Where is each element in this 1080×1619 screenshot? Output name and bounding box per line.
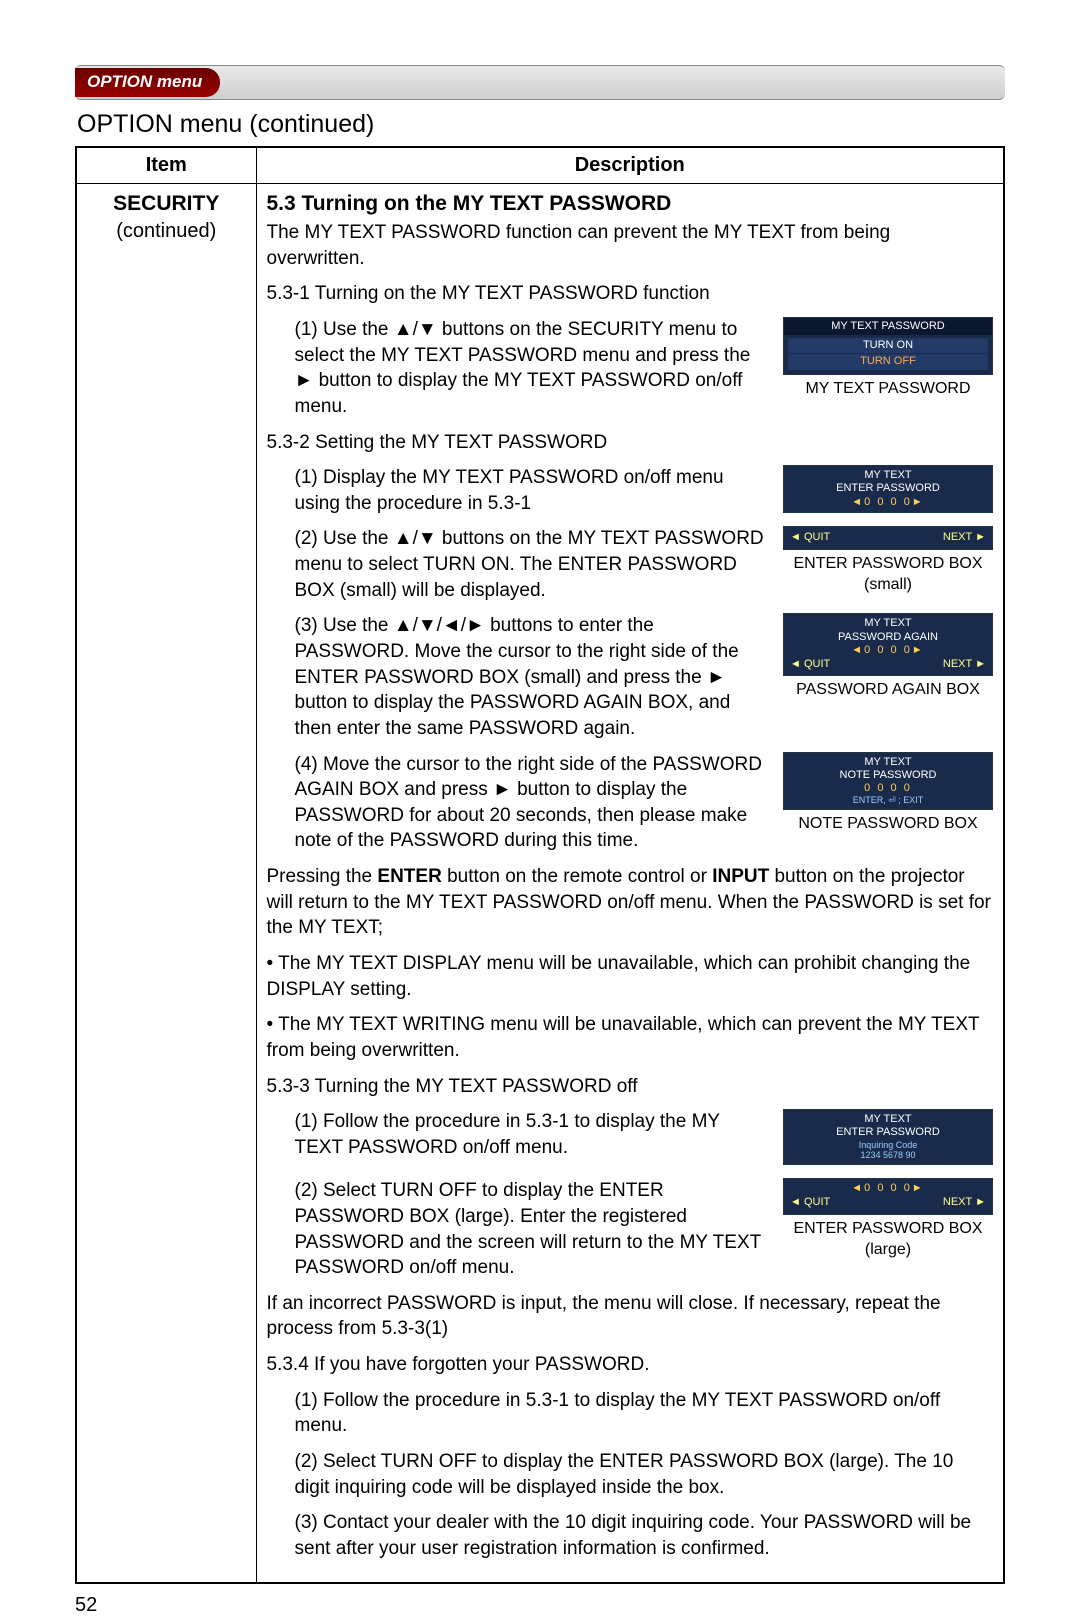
item-sub: (continued) — [87, 218, 246, 245]
bullet1: • The MY TEXT DISPLAY menu will be unava… — [267, 951, 994, 1002]
s534-step2: (2) Select TURN OFF to display the ENTER… — [267, 1449, 994, 1500]
f5-digits: ◄0 0 0 0► — [788, 1182, 988, 1195]
f2-digits: ◄0 0 0 0► — [788, 496, 988, 509]
table-header-row: Item Description — [76, 147, 1004, 184]
section-tab: OPTION menu — [75, 68, 220, 97]
post-b: button on the remote control or — [442, 866, 712, 887]
f3-digits: ◄0 0 0 0► — [788, 644, 988, 657]
item-name: SECURITY — [87, 190, 246, 218]
f2-cap1: ENTER PASSWORD BOX — [783, 553, 993, 575]
f4-hint: ENTER, ⏎ ; EXIT — [788, 795, 988, 806]
f5-cap1: ENTER PASSWORD BOX — [783, 1218, 993, 1240]
s534-step3: (3) Contact your dealer with the 10 digi… — [267, 1510, 994, 1561]
s532-step2: (2) Use the ▲/▼ buttons on the MY TEXT P… — [267, 526, 770, 603]
item-cell: SECURITY (continued) — [76, 183, 256, 1582]
f4-digits: 0 0 0 0 — [788, 782, 988, 795]
post-enter: ENTER — [377, 866, 441, 887]
f1-header: MY TEXT PASSWORD — [784, 318, 992, 335]
s531-title: 5.3-1 Turning on the MY TEXT PASSWORD fu… — [267, 281, 994, 307]
f5-inq1: Inquiring Code — [788, 1140, 988, 1151]
f2-line1: MY TEXT — [788, 469, 988, 482]
f2-next: NEXT ► — [943, 531, 986, 544]
section-intro: The MY TEXT PASSWORD function can preven… — [267, 220, 994, 271]
f3-next: NEXT ► — [943, 658, 986, 671]
page-number: 52 — [75, 1592, 1005, 1619]
f5-line2: ENTER PASSWORD — [788, 1126, 988, 1139]
s532-step1: (1) Display the MY TEXT PASSWORD on/off … — [267, 465, 770, 516]
figure-password-again: MY TEXT PASSWORD AGAIN ◄0 0 0 0► ◄ QUIT … — [783, 613, 993, 700]
post-input: INPUT — [712, 866, 769, 887]
f5-inq2: 1234 5678 90 — [788, 1150, 988, 1161]
s532-title: 5.3-2 Setting the MY TEXT PASSWORD — [267, 430, 994, 456]
f5-next: NEXT ► — [943, 1196, 986, 1209]
f1-turn-on: TURN ON — [788, 338, 988, 353]
f5-quit: ◄ QUIT — [790, 1196, 830, 1209]
f3-line1: MY TEXT — [788, 617, 988, 630]
section-tab-bar: OPTION menu — [75, 65, 1005, 100]
f3-cap: PASSWORD AGAIN BOX — [783, 679, 993, 701]
f4-line1: MY TEXT — [788, 756, 988, 769]
f2-line2: ENTER PASSWORD — [788, 482, 988, 495]
post-paragraph: Pressing the ENTER button on the remote … — [267, 864, 994, 941]
f5-line1: MY TEXT — [788, 1113, 988, 1126]
s532-step4: (4) Move the cursor to the right side of… — [267, 752, 770, 855]
f4-cap: NOTE PASSWORD BOX — [783, 813, 993, 835]
s533-step1: (1) Follow the procedure in 5.3-1 to dis… — [267, 1109, 770, 1160]
s531-step1: (1) Use the ▲/▼ buttons on the SECURITY … — [267, 317, 770, 420]
s533-step2a: (2) Select TURN OFF to display the ENTER… — [295, 1180, 761, 1278]
f1-turn-off: TURN OFF — [788, 354, 988, 369]
f3-quit: ◄ QUIT — [790, 658, 830, 671]
figure-enter-password-large: MY TEXT ENTER PASSWORD Inquiring Code 12… — [783, 1109, 993, 1168]
page-title: OPTION menu (continued) — [77, 108, 1005, 142]
bullet2: • The MY TEXT WRITING menu will be unava… — [267, 1012, 994, 1063]
col-description: Description — [256, 147, 1004, 184]
figure-mytext-password: MY TEXT PASSWORD TURN ON TURN OFF MY TEX… — [783, 317, 993, 399]
f2-quit: ◄ QUIT — [790, 531, 830, 544]
figure-note-password: MY TEXT NOTE PASSWORD 0 0 0 0 ENTER, ⏎ ;… — [783, 752, 993, 835]
f4-line2: NOTE PASSWORD — [788, 769, 988, 782]
s533-step2b: If an incorrect PASSWORD is input, the m… — [267, 1291, 994, 1342]
s534-title: 5.3.4 If you have forgotten your PASSWOR… — [267, 1352, 994, 1378]
figure-enter-password-small-top: MY TEXT ENTER PASSWORD ◄0 0 0 0► — [783, 465, 993, 516]
col-item: Item — [76, 147, 256, 184]
f2-cap2: (small) — [783, 574, 993, 596]
f1-caption: MY TEXT PASSWORD — [783, 378, 993, 400]
s533-title: 5.3-3 Turning the MY TEXT PASSWORD off — [267, 1074, 994, 1100]
section-heading: 5.3 Turning on the MY TEXT PASSWORD — [267, 190, 994, 218]
post-a: Pressing the — [267, 866, 378, 887]
figure-enter-password-large-b: ◄0 0 0 0► ◄ QUIT NEXT ► ENTER PASSWORD B… — [783, 1178, 993, 1261]
description-cell: 5.3 Turning on the MY TEXT PASSWORD The … — [256, 183, 1004, 1582]
s534-step1: (1) Follow the procedure in 5.3-1 to dis… — [267, 1388, 994, 1439]
f5-cap2: (large) — [783, 1239, 993, 1261]
s532-step3: (3) Use the ▲/▼/◄/► buttons to enter the… — [267, 613, 770, 741]
f3-line2: PASSWORD AGAIN — [788, 631, 988, 644]
option-table: Item Description SECURITY (continued) 5.… — [75, 146, 1005, 1584]
table-row: SECURITY (continued) 5.3 Turning on the … — [76, 183, 1004, 1582]
figure-enter-password-small: ◄ QUIT NEXT ► ENTER PASSWORD BOX (small) — [783, 526, 993, 595]
